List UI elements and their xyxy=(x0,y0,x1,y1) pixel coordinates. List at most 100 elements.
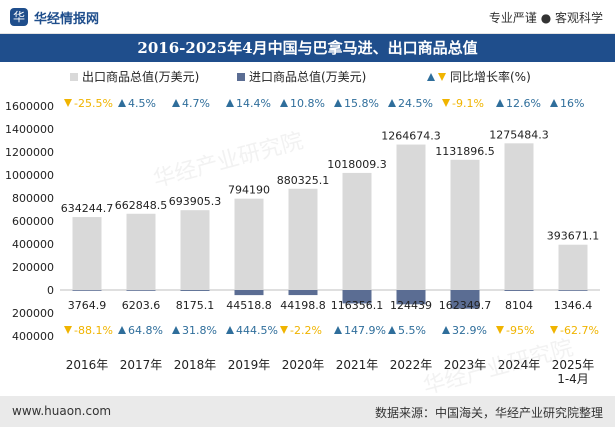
import-bar xyxy=(288,290,318,296)
import-up-triangle-icon xyxy=(172,326,180,334)
legend-label-growth: 同比增长率(%) xyxy=(450,69,531,84)
chart-title: 2016-2025年4月中国与巴拿马进、出口商品总值 xyxy=(137,39,478,57)
export-value-label: 693905.3 xyxy=(169,195,222,208)
legend-swatch-export xyxy=(70,73,78,81)
legend-down-triangle-icon xyxy=(438,73,446,81)
import-value-label: 1346.4 xyxy=(554,299,593,312)
import-up-triangle-icon xyxy=(226,326,234,334)
legend-label-import: 进口商品总值(万美元) xyxy=(249,69,366,84)
export-bar xyxy=(558,244,588,290)
import-bar xyxy=(450,290,480,309)
import-value-label: 8175.1 xyxy=(176,299,215,312)
import-value-label: 124439 xyxy=(390,299,432,312)
import-down-triangle-icon xyxy=(550,326,558,334)
footer-url: www.huaon.com xyxy=(12,404,112,418)
x-tick-label: 2021年 xyxy=(336,358,379,372)
export-bar xyxy=(342,172,372,290)
import-value-label: 116356.1 xyxy=(331,299,384,312)
import-bar xyxy=(72,290,102,291)
export-growth-label: -9.1% xyxy=(452,97,484,110)
export-bar xyxy=(288,188,318,290)
import-value-label: 162349.7 xyxy=(439,299,492,312)
export-growth-label: 4.5% xyxy=(128,97,156,110)
import-value-label: 44518.8 xyxy=(226,299,272,312)
import-down-triangle-icon xyxy=(280,326,288,334)
import-growth-label: -2.2% xyxy=(290,324,322,337)
import-growth-label: 31.8% xyxy=(182,324,217,337)
y-tick-label: 1400000 xyxy=(5,123,54,136)
growth-labels: -25.5% 4.5% 4.7% 14.4% 10.8% 15.8% 24.5% -9.1% 1… xyxy=(64,97,599,337)
x-axis: 2016年 2017年 2018年 2019年 2020年 2021年 2022年 2023年… xyxy=(66,358,595,386)
export-up-triangle-icon xyxy=(280,99,288,107)
export-value-label: 393671.1 xyxy=(547,230,600,243)
import-growth-label: -88.1% xyxy=(74,324,113,337)
export-up-triangle-icon xyxy=(550,99,558,107)
footer-source: 数据来源：中国海关，华经产业研究院整理 xyxy=(374,406,603,420)
title-bar xyxy=(0,34,615,62)
import-down-triangle-icon xyxy=(496,326,504,334)
import-bar xyxy=(234,290,264,296)
export-bar xyxy=(504,143,534,290)
import-value-label: 44198.8 xyxy=(280,299,326,312)
export-growth-label: 4.7% xyxy=(182,97,210,110)
import-up-triangle-icon xyxy=(118,326,126,334)
legend-up-triangle-icon xyxy=(427,73,435,81)
legend-label-export: 出口商品总值(万美元) xyxy=(82,69,199,84)
export-growth-label: 16% xyxy=(560,97,584,110)
import-bar xyxy=(558,290,588,291)
y-tick-label: 1200000 xyxy=(5,146,54,159)
export-up-triangle-icon xyxy=(172,99,180,107)
import-value-label: 6203.6 xyxy=(122,299,161,312)
x-tick-label: 2025年 xyxy=(552,358,595,372)
y-tick-label: 0 xyxy=(47,284,54,297)
export-bar xyxy=(72,217,102,290)
y-tick-label: 800000 xyxy=(12,192,54,205)
export-value-label: 794190 xyxy=(228,184,270,197)
import-bar xyxy=(342,290,372,304)
export-up-triangle-icon xyxy=(334,99,342,107)
import-up-triangle-icon xyxy=(334,326,342,334)
x-tick-label: 2016年 xyxy=(66,358,109,372)
footer: www.huaon.com 数据来源：中国海关，华经产业研究院整理 xyxy=(0,396,615,427)
export-bar xyxy=(396,144,426,290)
export-value-label: 1275484.3 xyxy=(489,128,549,141)
y-tick-label: 600000 xyxy=(12,215,54,228)
export-growth-label: 24.5% xyxy=(398,97,433,110)
export-bar xyxy=(180,210,210,290)
export-growth-label: 15.8% xyxy=(344,97,379,110)
export-growth-label: 10.8% xyxy=(290,97,325,110)
export-down-triangle-icon xyxy=(442,99,450,107)
brand-logo-icon: 华 xyxy=(10,8,28,26)
x-tick-label: 2019年 xyxy=(228,358,271,372)
y-tick-label: 400000 xyxy=(12,330,54,343)
x-tick-label: 2024年 xyxy=(498,358,541,372)
x-tick-label: 1-4月 xyxy=(557,372,589,386)
export-value-label: 1018009.3 xyxy=(327,158,387,171)
export-bar xyxy=(126,213,156,290)
export-value-label: 1131896.5 xyxy=(435,145,495,158)
export-up-triangle-icon xyxy=(388,99,396,107)
y-tick-label: 200000 xyxy=(12,307,54,320)
import-down-triangle-icon xyxy=(64,326,72,334)
brand-name: 华经情报网 xyxy=(34,12,100,27)
x-tick-label: 2023年 xyxy=(444,358,487,372)
export-bar xyxy=(450,159,480,290)
import-bar xyxy=(504,290,534,291)
export-growth-label: 12.6% xyxy=(506,97,541,110)
export-value-label: 634244.7 xyxy=(61,202,114,215)
export-value-label: 880325.1 xyxy=(277,174,330,187)
x-tick-label: 2020年 xyxy=(282,358,325,372)
export-growth-label: -25.5% xyxy=(74,97,113,110)
import-bar xyxy=(180,290,210,291)
legend: 出口商品总值(万美元) 进口商品总值(万美元) 同比增长率(%) xyxy=(70,69,531,84)
y-tick-label: 1600000 xyxy=(5,100,54,113)
legend-swatch-import xyxy=(237,73,245,81)
import-growth-label: 32.9% xyxy=(452,324,487,337)
export-growth-label: 14.4% xyxy=(236,97,271,110)
bar-labels: 634244.7 662848.5 693905.3 794190 880325.1 10… xyxy=(61,128,600,312)
bars xyxy=(72,143,588,309)
export-up-triangle-icon xyxy=(226,99,234,107)
top-bar: 华 华经情报网 专业严谨 ● 客观科学 xyxy=(0,0,615,34)
import-value-label: 8104 xyxy=(505,299,533,312)
import-growth-label: 147.9% xyxy=(344,324,386,337)
